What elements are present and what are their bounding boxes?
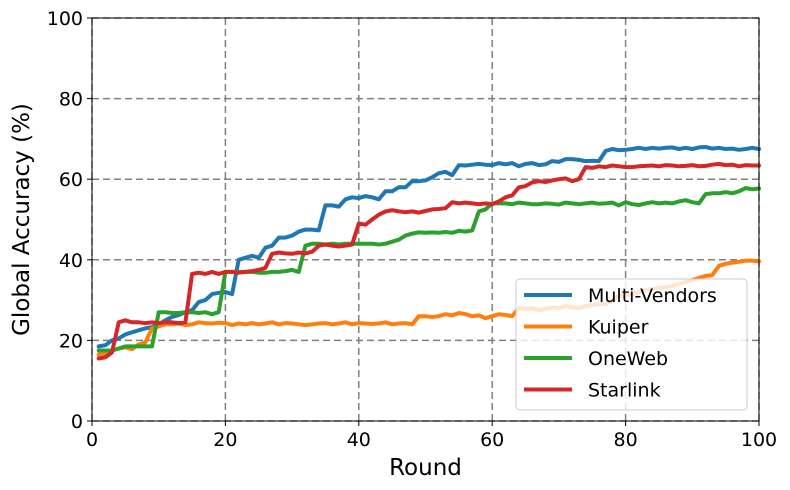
x-tick-label: 40 (347, 429, 371, 451)
legend-box (515, 278, 748, 411)
series-line-multi-vendors (96, 145, 761, 349)
legend-label: OneWeb (588, 348, 668, 370)
x-axis-label: Round (389, 455, 462, 481)
legend-label: Kuiper (588, 317, 649, 339)
plot-area-frame (91, 17, 760, 422)
legend-label: Starlink (588, 380, 661, 402)
x-tick-label: 80 (614, 429, 638, 451)
x-tick-label: 20 (213, 429, 237, 451)
y-tick-label: 20 (59, 330, 83, 352)
y-tick-label: 0 (71, 411, 83, 433)
y-axis-label: Global Accuracy (%) (9, 103, 35, 336)
legend: Multi-Vendors Kuiper OneWeb Starlink (515, 278, 748, 411)
y-tick-label: 80 (59, 89, 83, 111)
x-tick-label: 60 (480, 429, 504, 451)
y-tick-label: 100 (47, 8, 83, 30)
legend-label: Multi-Vendors (588, 285, 717, 307)
y-tick-label: 40 (59, 250, 83, 272)
y-tick-label: 60 (59, 169, 83, 191)
series-line-starlink (96, 161, 761, 361)
series-line-oneweb (96, 186, 761, 353)
axis-ticks: 0 20 40 60 80 100 0 20 40 60 80 100 (47, 8, 777, 451)
x-tick-label: 100 (741, 429, 777, 451)
x-tick-label: 0 (86, 429, 98, 451)
